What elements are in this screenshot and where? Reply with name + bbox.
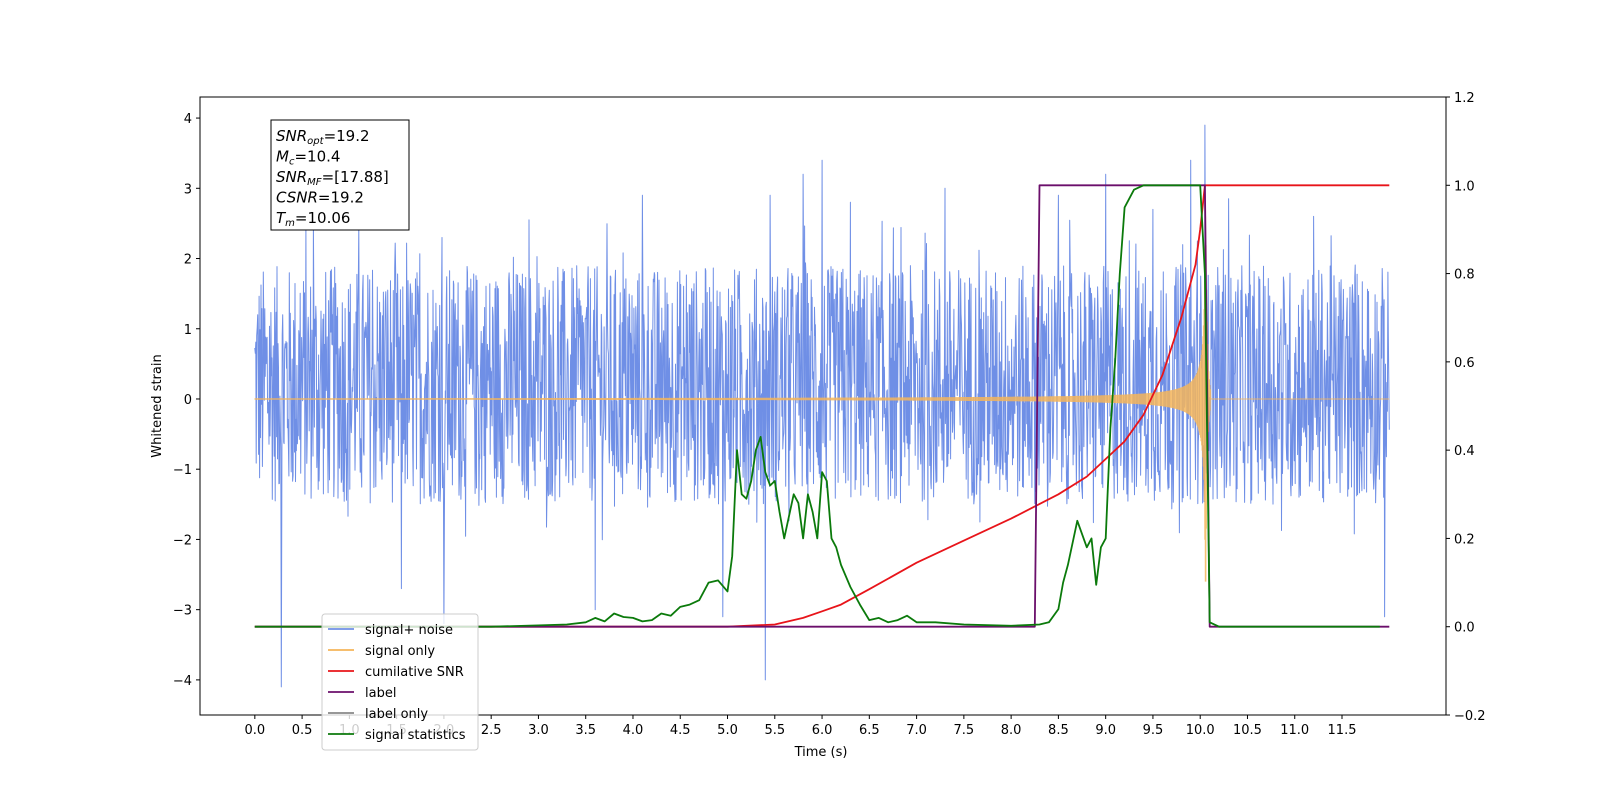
y-left-tick-label: 1 [184,323,192,338]
x-axis: 0.00.51.01.52.02.53.03.54.04.55.05.56.06… [244,715,1356,738]
x-tick-label: 8.5 [1048,723,1069,738]
y-axis-right: −0.2 0.0 0.2 0.4 0.6 0.8 1.0 1.2 [1446,91,1486,724]
x-tick-label: 2.5 [481,723,502,738]
x-tick-label: 11.0 [1280,723,1309,738]
y-axis-left: −4 −3 −2 −1 0 1 2 3 4 [173,112,200,689]
legend-label: label only [365,707,428,722]
x-tick-label: 3.5 [575,723,596,738]
y-right-tick-label: −0.2 [1454,709,1486,724]
x-tick-label: 9.5 [1143,723,1164,738]
y-right-tick-label: 0.0 [1454,621,1475,636]
y-right-tick-label: 0.2 [1454,532,1475,547]
x-tick-label: 7.5 [954,723,975,738]
info-line: Mc=10.4 [276,148,340,168]
x-tick-label: 6.0 [812,723,833,738]
x-axis-label: Time (s) [794,745,848,760]
y-left-tick-label: 0 [184,393,192,408]
legend-label: signal statistics [365,728,466,743]
y-left-tick-label: −3 [173,604,192,619]
legend: signal+ noise signal only cumilative SNR la… [321,613,479,751]
legend-label: cumilative SNR [365,665,464,680]
x-tick-label: 0.0 [244,723,265,738]
y-left-tick-label: 3 [184,182,192,197]
info-line: SNRMF=[17.88] [276,168,389,188]
info-box-frame [270,119,410,231]
y-left-tick-label: −4 [173,674,192,689]
x-tick-label: 8.0 [1001,723,1022,738]
y-right-tick-label: 0.8 [1454,268,1475,283]
y-right-tick-label: 1.2 [1454,91,1475,106]
x-tick-label: 11.5 [1328,723,1357,738]
legend-frame [321,613,479,751]
axes-frame [199,96,1447,716]
x-tick-label: 7.0 [906,723,927,738]
x-tick-label: 5.5 [764,723,785,738]
series-signal-only-line [254,216,1390,582]
y-right-tick-label: 0.6 [1454,356,1475,371]
series-signal-statistics-line [254,184,1380,628]
y-axis-label: Whitened strain [150,354,165,457]
y-right-tick-label: 0.4 [1454,444,1475,459]
y-left-tick-label: 4 [184,112,192,127]
legend-label: signal only [365,644,435,659]
y-left-tick-label: −1 [173,463,192,478]
x-tick-label: 0.5 [292,723,313,738]
legend-label: signal+ noise [365,623,453,638]
y-right-tick-label: 1.0 [1454,179,1475,194]
y-left-tick-label: 2 [184,253,192,268]
info-box: SNRopt=19.2Mc=10.4SNRMF=[17.88]CSNR=19.2… [270,119,410,231]
info-line: SNRopt=19.2 [276,127,370,147]
x-tick-label: 9.0 [1095,723,1116,738]
x-tick-label: 6.5 [859,723,880,738]
x-tick-label: 10.0 [1186,723,1215,738]
x-tick-label: 4.0 [623,723,644,738]
x-tick-label: 10.5 [1233,723,1262,738]
info-line: CSNR=19.2 [276,189,364,207]
info-line: Tm=10.06 [276,209,350,229]
y-left-tick-label: −2 [173,533,192,548]
series-cumilative-snr-line [254,184,1390,628]
x-tick-label: 5.0 [717,723,738,738]
legend-label: label [365,686,396,701]
x-tick-label: 4.5 [670,723,691,738]
x-tick-label: 3.0 [528,723,549,738]
